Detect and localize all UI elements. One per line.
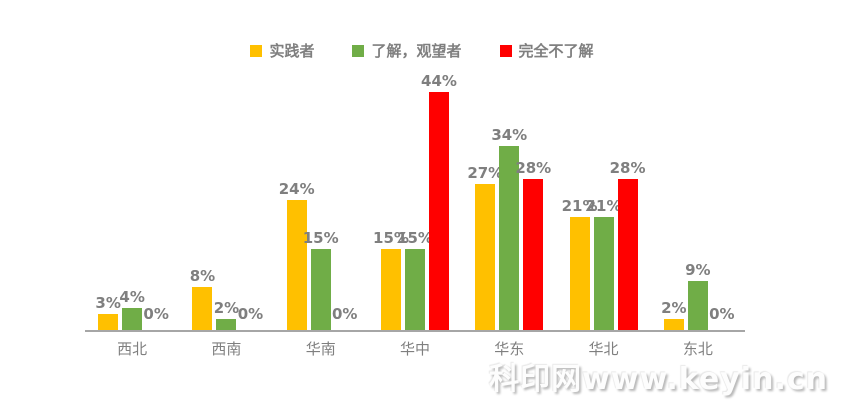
bar-series0-cat6: 2% — [661, 301, 687, 330]
data-label: 15% — [397, 229, 433, 247]
category-label-6: 东北 — [682, 340, 713, 358]
data-label: 21% — [585, 196, 622, 215]
bar-series0-cat5: 21% — [562, 198, 598, 330]
category-label-5: 华北 — [588, 340, 619, 358]
legend-label: 完全不了解 — [518, 42, 594, 60]
bar-series2-cat4: 28% — [515, 160, 551, 330]
bar-series1-cat1: 2% — [214, 301, 239, 330]
data-label: 0% — [709, 305, 735, 323]
data-label: 15% — [302, 229, 339, 247]
data-label: 8% — [189, 266, 216, 285]
data-label: 2% — [213, 299, 240, 318]
watermark: 科印网www.keyin.cn — [489, 362, 828, 397]
legend-swatch-icon — [499, 44, 512, 57]
bar-series0-cat3: 15% — [373, 231, 409, 330]
category-label-2: 华南 — [305, 340, 336, 358]
data-label: 3% — [95, 293, 121, 312]
data-label: 24% — [278, 180, 315, 199]
legend-item-2: 完全不了解 — [499, 40, 594, 61]
bar-series1-cat6: 9% — [685, 263, 711, 330]
data-label: 0% — [331, 305, 358, 323]
bar-series0-cat2: 24% — [279, 182, 315, 330]
category-label-1: 西南 — [211, 340, 242, 358]
data-label: 9% — [685, 261, 711, 280]
category-label-4: 华东 — [494, 340, 525, 358]
bar-series0-cat4: 27% — [467, 166, 503, 330]
data-label: 15% — [373, 229, 409, 247]
data-label: 28% — [515, 158, 552, 177]
category-label-0: 西北 — [117, 340, 148, 358]
bar-series2-cat5: 28% — [610, 160, 646, 330]
bar-group-5: 21% 21% 28% 华北 — [556, 88, 650, 356]
data-label: 0% — [143, 305, 169, 323]
bar-group-3: 15% 15% 44% 华中 — [368, 74, 462, 357]
plot-area: 3% 4% 0% 西北 8% 2% 0% 西南 24% 15% 0% 华南 15% 15% 44% 华中 27%… — [85, 74, 745, 357]
legend-swatch-icon — [352, 44, 365, 57]
data-label: 2% — [661, 299, 687, 318]
legend-label: 了解，观望者 — [371, 42, 462, 60]
bar-series1-cat2: 15% — [303, 231, 339, 330]
bar-group-4: 27% 34% 28% 华东 — [462, 88, 556, 357]
bar-group-6: 2% 9% 0% 东北 — [651, 88, 745, 357]
bar-series2-cat3: 44% — [421, 74, 457, 330]
chart-legend: 实践者 了解，观望者 完全不了解 — [0, 40, 844, 61]
data-label: 28% — [609, 158, 646, 177]
bar-series1-cat3: 15% — [397, 231, 433, 330]
data-label: 27% — [467, 164, 504, 183]
data-label: 21% — [561, 196, 598, 215]
legend-label: 实践者 — [269, 42, 315, 60]
data-label: 44% — [421, 72, 457, 91]
data-label: 0% — [237, 305, 264, 323]
data-label: 34% — [491, 126, 528, 145]
bar-group-2: 24% 15% 0% 华南 — [274, 88, 368, 357]
legend-swatch-icon — [250, 44, 263, 57]
bar-group-1: 8% 2% 0% 西南 — [179, 88, 273, 356]
category-label-3: 华中 — [399, 340, 430, 358]
bar-series0-cat0: 3% — [95, 295, 121, 330]
bar-group-0: 3% 4% 0% 西北 — [85, 88, 179, 357]
bar-series1-cat0: 4% — [119, 290, 145, 330]
bar-series0-cat1: 8% — [190, 268, 215, 330]
legend-item-1: 了解，观望者 — [352, 40, 462, 61]
data-label: 4% — [119, 288, 145, 307]
legend-item-0: 实践者 — [250, 40, 314, 61]
bar-series1-cat5: 21% — [586, 198, 622, 330]
bar-series1-cat4: 34% — [491, 128, 527, 330]
